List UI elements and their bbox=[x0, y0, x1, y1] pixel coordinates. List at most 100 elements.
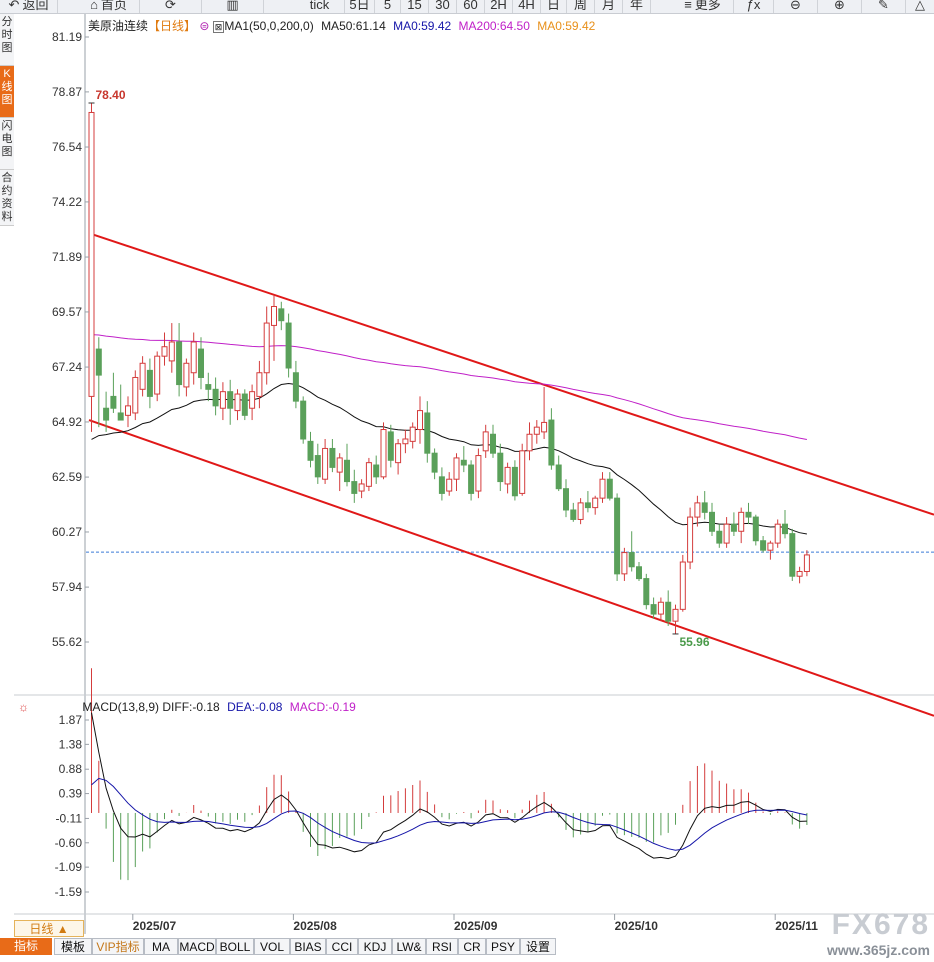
candle-body bbox=[774, 523, 781, 544]
ma-spec: MA1(50,0,200,0) bbox=[224, 19, 314, 33]
indicator-tab-13[interactable]: 设置 bbox=[520, 938, 556, 955]
candle-body bbox=[249, 391, 256, 409]
channel-lower-line bbox=[88, 419, 934, 717]
candle-body bbox=[88, 111, 95, 397]
price-tick-label: 69.57 bbox=[52, 305, 82, 319]
candle-body bbox=[760, 540, 767, 551]
candle-body bbox=[183, 362, 190, 388]
indicator-tab-10[interactable]: RSI bbox=[426, 938, 458, 955]
candle-body bbox=[344, 459, 350, 483]
indicator-tab-12[interactable]: PSY bbox=[486, 938, 520, 955]
ma200-line bbox=[91, 334, 807, 440]
dea-value: DEA:-0.08 bbox=[227, 700, 283, 714]
price-tick-label: 62.59 bbox=[52, 470, 82, 484]
macd-tick-label: 0.88 bbox=[59, 762, 83, 776]
zoom-in-button[interactable]: ⊕ bbox=[818, 0, 862, 13]
ma0b-value: MA0:59.42 bbox=[537, 19, 596, 33]
indicator-tab-6[interactable]: BIAS bbox=[290, 938, 326, 955]
candle-body bbox=[336, 457, 343, 473]
candle-body bbox=[358, 483, 365, 492]
indicator-tab-3[interactable]: MACD bbox=[178, 938, 216, 955]
price-tick-label: 67.24 bbox=[52, 360, 82, 374]
zoom-out-icon: ⊖ bbox=[790, 0, 801, 12]
more-button[interactable]: ≡ 更多 bbox=[672, 0, 734, 13]
candle-body bbox=[665, 601, 672, 622]
date-tick-label: 2025/08 bbox=[293, 919, 337, 933]
period-button-1[interactable]: 5日 bbox=[345, 0, 375, 13]
indicator-tab-8[interactable]: KDJ bbox=[358, 938, 392, 955]
period-button-9[interactable]: 周 bbox=[567, 0, 595, 13]
home-button[interactable]: ⌂ 首页 bbox=[78, 0, 140, 13]
indicator-tab-1[interactable]: VIP指标 bbox=[92, 938, 144, 955]
candle-body bbox=[709, 511, 715, 532]
indicator-tab-2[interactable]: MA bbox=[144, 938, 178, 955]
ma0a-value: MA0:59.42 bbox=[393, 19, 452, 33]
formula-button[interactable]: ƒx bbox=[734, 0, 774, 13]
candle-body bbox=[351, 481, 358, 494]
period-button-0[interactable]: tick bbox=[295, 0, 345, 13]
period-range-button[interactable]: 日线 ▲ bbox=[14, 920, 84, 937]
candle-body bbox=[219, 391, 226, 409]
candle-body bbox=[438, 476, 445, 494]
period-button-2[interactable]: 5 bbox=[375, 0, 401, 13]
period-button-4[interactable]: 30 bbox=[429, 0, 457, 13]
indicator-tab-9[interactable]: LW& bbox=[392, 938, 426, 955]
macd-tick-label: -1.59 bbox=[55, 885, 83, 899]
candle-body bbox=[132, 376, 139, 414]
sidenav-item-0[interactable]: 分时图 bbox=[0, 14, 14, 66]
candle-body bbox=[541, 421, 548, 433]
candle-body bbox=[387, 431, 394, 461]
indicator-tab-0[interactable]: 模板 bbox=[54, 938, 92, 955]
candle-body bbox=[125, 405, 131, 416]
candle-body bbox=[504, 466, 511, 485]
candle-body bbox=[672, 608, 679, 622]
sidenav-item-1[interactable]: K线图 bbox=[0, 66, 14, 118]
period-button-11[interactable]: 年 bbox=[623, 0, 651, 13]
period-button-5[interactable]: 60 bbox=[457, 0, 485, 13]
sun-icon[interactable]: ☼ bbox=[18, 700, 29, 714]
sidenav-item-2[interactable]: 闪电图 bbox=[0, 118, 14, 170]
price-tick-label: 78.87 bbox=[52, 85, 82, 99]
indicator-tab-11[interactable]: CR bbox=[458, 938, 486, 955]
price-tick-label: 60.27 bbox=[52, 525, 82, 539]
candle-body bbox=[409, 426, 416, 442]
indicator-button[interactable]: ▥ bbox=[202, 0, 264, 13]
zoom-out-button[interactable]: ⊖ bbox=[774, 0, 818, 13]
watermark-brand: FX678 bbox=[831, 908, 930, 941]
candle-body bbox=[263, 322, 270, 374]
indicator-tab-4[interactable]: BOLL bbox=[216, 938, 254, 955]
back-button[interactable]: ↶ 返回 bbox=[0, 0, 58, 13]
ma-icon: ⊠ bbox=[212, 21, 225, 33]
macd-tick-label: 0.39 bbox=[59, 787, 83, 801]
ma-settings-icon[interactable]: ⊜ bbox=[199, 19, 210, 33]
ma50-value: MA50:61.14 bbox=[321, 19, 386, 33]
zoom-in-icon: ⊕ bbox=[834, 0, 845, 12]
period-button-8[interactable]: 日 bbox=[541, 0, 567, 13]
instrument-title: 美原油连续 bbox=[88, 19, 149, 33]
candle-body bbox=[701, 502, 708, 513]
period-button-3[interactable]: 15 bbox=[401, 0, 429, 13]
tab-indicator[interactable]: 指标 bbox=[0, 938, 52, 955]
candle-body bbox=[314, 455, 321, 478]
collapse-button[interactable]: △ bbox=[906, 0, 934, 13]
sidenav-item-3[interactable]: 合约资料 bbox=[0, 170, 14, 226]
candle-body bbox=[679, 561, 686, 610]
candle-body bbox=[139, 362, 146, 390]
candle-body bbox=[533, 426, 540, 435]
candle-body bbox=[738, 511, 745, 532]
diff-value: DIFF:-0.18 bbox=[162, 700, 220, 714]
refresh-button[interactable]: ⟳ bbox=[140, 0, 202, 13]
indicator-tab-7[interactable]: CCI bbox=[326, 938, 358, 955]
diff-line bbox=[91, 712, 807, 860]
candle-body bbox=[716, 530, 723, 544]
candle-body bbox=[300, 400, 307, 440]
period-button-6[interactable]: 2H bbox=[485, 0, 513, 13]
period-button-10[interactable]: 月 bbox=[595, 0, 623, 13]
period-tag: 【日线】 bbox=[148, 19, 197, 33]
macd-legend: ☼ MACD(13,8,9) DIFF:-0.18 DEA:-0.08 MACD… bbox=[18, 700, 356, 714]
indicator-tab-5[interactable]: VOL bbox=[254, 938, 290, 955]
period-button-7[interactable]: 4H bbox=[513, 0, 541, 13]
candle-body bbox=[803, 554, 810, 572]
draw-button[interactable]: ✎ bbox=[862, 0, 906, 13]
